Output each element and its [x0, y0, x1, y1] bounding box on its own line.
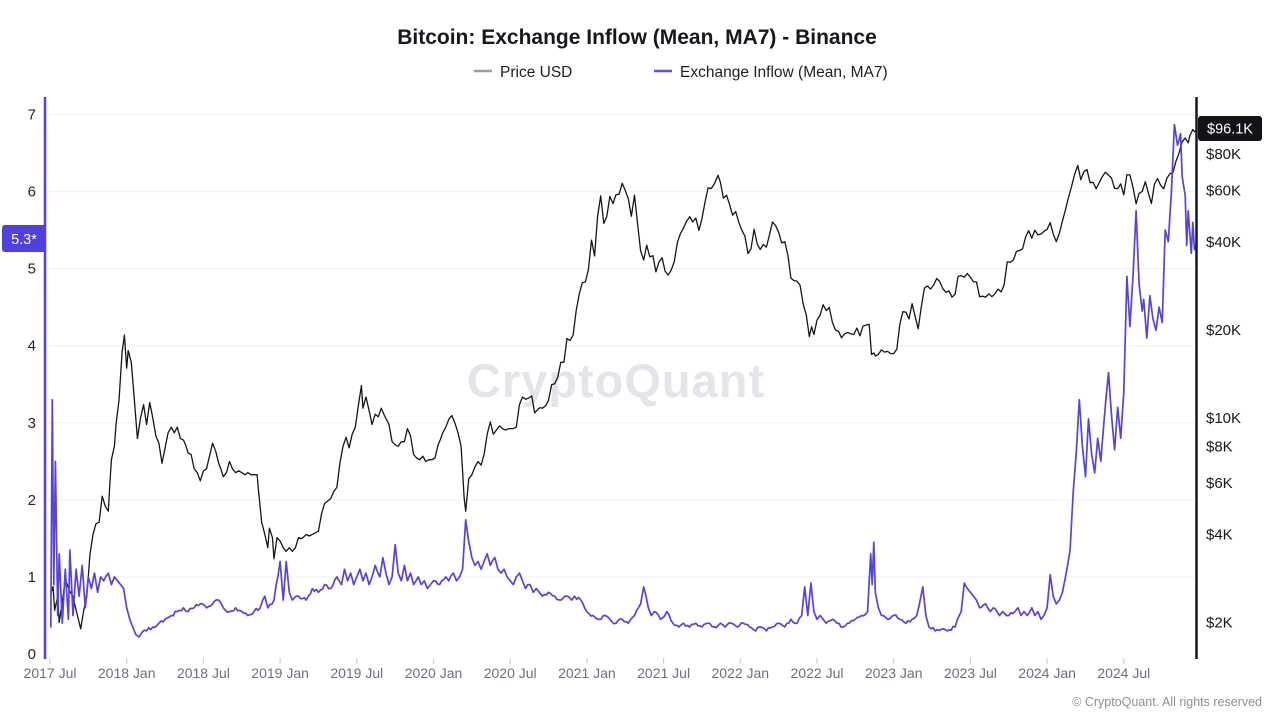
price-badge-background [1198, 116, 1262, 141]
right-axis-tick: $60K [1206, 182, 1241, 199]
price-line[interactable] [50, 128, 1196, 630]
left-axis-tick: 2 [28, 492, 36, 509]
right-axis-labels: $80K $60K $40K $20K $10K $8K $6K $4K $2K [1206, 146, 1241, 631]
x-tick-label: 2021 Jan [558, 665, 616, 681]
gridlines [48, 114, 1195, 578]
left-axis-tick: 7 [28, 107, 36, 124]
left-axis-tick: 5 [28, 261, 36, 278]
x-tick-label: 2023 Jan [865, 665, 923, 681]
x-tick-label: 2024 Jan [1018, 665, 1076, 681]
legend-item-price[interactable]: Price USD [474, 64, 572, 81]
legend: Price USD Exchange Inflow (Mean, MA7) [474, 64, 888, 81]
legend-item-inflow[interactable]: Exchange Inflow (Mean, MA7) [654, 64, 888, 81]
x-tick-label: 2017 Jul [24, 665, 77, 681]
right-axis-tick: $2K [1206, 614, 1233, 631]
right-axis-tick: $40K [1206, 234, 1241, 251]
x-tick-label: 2022 Jul [791, 665, 844, 681]
right-axis-tick: $4K [1206, 526, 1233, 543]
right-axis-tick: $20K [1206, 322, 1241, 339]
x-tick-label: 2019 Jul [330, 665, 383, 681]
left-axis-tick: 1 [28, 569, 36, 586]
price-badge-value: $96.1K [1207, 122, 1253, 138]
x-tick-label: 2022 Jan [711, 665, 769, 681]
plot-area[interactable] [49, 123, 1196, 638]
price-legend-label: Price USD [500, 64, 572, 81]
x-tick-label: 2024 Jul [1097, 665, 1150, 681]
x-axis: 2017 Jul 2018 Jan 2018 Jul 2019 Jan 2019 Jul… [24, 658, 1150, 681]
inflow-legend-label: Exchange Inflow (Mean, MA7) [680, 64, 888, 81]
x-tick-label: 2018 Jan [98, 665, 156, 681]
chart-title: Bitcoin: Exchange Inflow (Mean, MA7) - B… [397, 26, 877, 49]
x-tick-label: 2020 Jan [405, 665, 463, 681]
x-tick-label: 2021 Jul [637, 665, 690, 681]
x-tick-label: 2018 Jul [177, 665, 230, 681]
x-tick-label: 2023 Jul [944, 665, 997, 681]
price-current-badge: $96.1K [1198, 116, 1262, 141]
left-axis-labels: 0 1 2 3 4 5 6 7 [28, 107, 36, 663]
inflow-badge-background [2, 225, 46, 252]
x-tick-label: 2019 Jan [251, 665, 309, 681]
left-axis-tick: 3 [28, 415, 36, 432]
copyright-footer: © CryptoQuant. All rights reserved [1072, 695, 1262, 709]
left-axis-tick: 6 [28, 184, 36, 201]
right-axis-tick: $80K [1206, 146, 1241, 163]
x-tick-label: 2020 Jul [484, 665, 537, 681]
left-axis-tick: 0 [28, 646, 36, 663]
inflow-badge-value: 5.3* [11, 232, 37, 248]
cryptoquant-watermark: CryptoQuant [467, 354, 765, 407]
right-axis-tick: $10K [1206, 410, 1241, 427]
left-axis-tick: 4 [28, 338, 36, 355]
inflow-line[interactable] [49, 123, 1196, 638]
inflow-current-badge: 5.3* [2, 225, 46, 252]
right-axis-tick: $6K [1206, 475, 1233, 492]
right-axis-tick: $8K [1206, 438, 1233, 455]
